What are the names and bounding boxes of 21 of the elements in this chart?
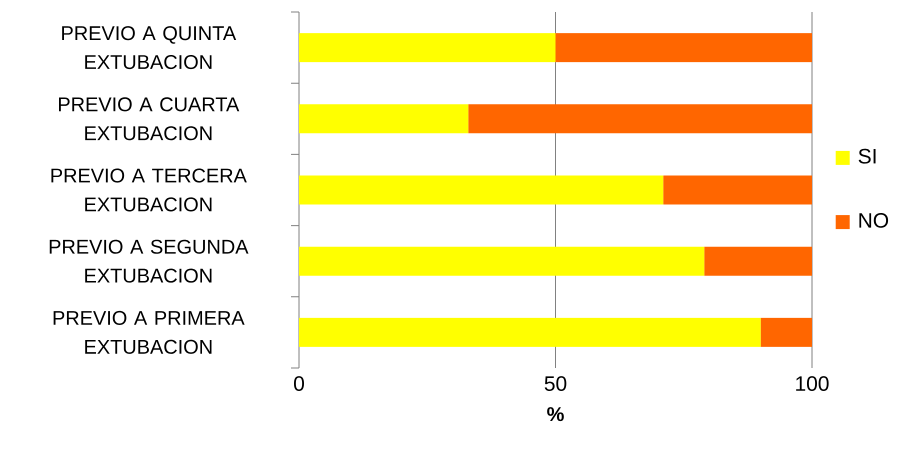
y-tick-label: PREVIO A PRIMERA EXTUBACION <box>54 310 245 354</box>
bar <box>663 175 812 204</box>
y-tick-label: PREVIO A QUINTA EXTUBACION <box>62 26 236 70</box>
bar <box>299 104 468 134</box>
legend-label: NO <box>859 212 888 228</box>
x-tick-label: 0 <box>294 376 304 391</box>
bar <box>299 246 704 276</box>
y-tick-label: PREVIO A TERCERA EXTUBACION <box>51 168 247 212</box>
bar <box>299 318 761 347</box>
x-axis-title: % <box>547 407 564 422</box>
bar <box>704 246 812 276</box>
y-tick-label: PREVIO A CUARTA EXTUBACION <box>59 97 240 140</box>
x-tick-label: 50 <box>544 376 566 391</box>
bar <box>760 318 812 347</box>
y-tick-label: PREVIO A SEGUNDA EXTUBACION <box>50 240 248 283</box>
bar <box>468 104 812 134</box>
bar <box>299 175 664 204</box>
bar <box>556 33 812 62</box>
bar <box>299 33 556 62</box>
legend-label: SI <box>858 148 876 164</box>
x-tick-label: 100 <box>796 376 829 391</box>
